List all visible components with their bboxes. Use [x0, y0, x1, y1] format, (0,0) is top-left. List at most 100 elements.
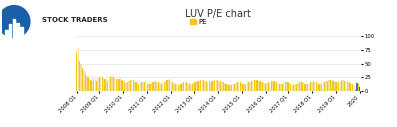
Bar — [13, 19, 15, 38]
Bar — [159, 83, 160, 91]
Bar — [304, 84, 306, 91]
Bar — [20, 27, 23, 38]
Bar — [130, 80, 131, 91]
Bar — [316, 83, 317, 91]
Bar — [328, 80, 330, 91]
Bar — [117, 80, 118, 91]
Bar — [114, 78, 116, 91]
Bar — [93, 79, 94, 91]
Bar — [265, 84, 266, 91]
Bar — [290, 84, 291, 91]
Bar — [234, 84, 235, 91]
Bar — [103, 78, 104, 91]
Bar — [190, 84, 191, 91]
Bar — [314, 82, 316, 91]
Bar — [143, 82, 144, 91]
Bar — [200, 80, 201, 91]
Bar — [133, 80, 134, 91]
Bar — [173, 83, 175, 91]
Bar — [125, 83, 127, 91]
Bar — [102, 77, 103, 91]
Bar — [97, 79, 98, 91]
Bar — [128, 81, 129, 91]
Bar — [90, 80, 92, 91]
Bar — [161, 84, 162, 91]
Bar — [258, 81, 259, 91]
Bar — [272, 81, 273, 91]
Bar — [254, 80, 255, 91]
Bar — [345, 81, 347, 91]
Bar — [230, 85, 231, 91]
Bar — [231, 85, 232, 91]
Bar — [287, 83, 289, 91]
Bar — [351, 84, 352, 91]
Circle shape — [0, 6, 30, 38]
Bar — [261, 82, 262, 91]
Bar — [324, 83, 325, 91]
Bar — [208, 83, 210, 91]
Bar — [151, 83, 152, 91]
Bar — [338, 82, 339, 91]
Bar — [269, 82, 270, 91]
Bar — [259, 81, 260, 91]
Bar — [245, 84, 247, 91]
Bar — [299, 83, 300, 91]
Bar — [182, 83, 183, 91]
Bar — [100, 76, 101, 91]
Bar — [171, 81, 172, 91]
Bar — [9, 24, 12, 38]
Bar — [193, 83, 195, 91]
Bar — [156, 82, 158, 91]
Bar — [145, 83, 146, 91]
Bar — [307, 84, 308, 91]
Bar — [359, 87, 360, 91]
Bar — [266, 83, 268, 91]
Bar — [323, 83, 324, 91]
Bar — [332, 81, 334, 91]
Bar — [237, 83, 238, 91]
Bar — [228, 85, 229, 91]
Bar — [214, 80, 216, 91]
Bar — [249, 82, 251, 91]
Bar — [213, 81, 214, 91]
Bar — [135, 83, 137, 91]
Bar — [206, 81, 207, 91]
Bar — [199, 81, 200, 91]
Bar — [334, 81, 335, 91]
Bar — [204, 81, 206, 91]
Bar — [317, 83, 318, 91]
Bar — [87, 77, 89, 91]
Bar — [238, 82, 239, 91]
Bar — [251, 81, 252, 91]
Bar — [172, 83, 173, 91]
Bar — [296, 84, 297, 91]
Bar — [83, 70, 85, 91]
Bar — [148, 84, 149, 91]
Bar — [92, 81, 93, 91]
Bar — [120, 78, 121, 91]
Bar — [183, 83, 185, 91]
Bar — [196, 82, 197, 91]
Bar — [166, 80, 168, 91]
Bar — [313, 81, 314, 91]
Bar — [123, 81, 124, 91]
Bar — [94, 80, 96, 91]
Bar — [256, 80, 258, 91]
Bar — [286, 82, 287, 91]
Bar — [225, 84, 227, 91]
Bar — [327, 81, 328, 91]
Bar — [227, 84, 228, 91]
Bar — [330, 80, 331, 91]
Bar — [252, 81, 253, 91]
Bar — [144, 83, 145, 91]
Bar — [255, 80, 256, 91]
Bar — [109, 79, 110, 91]
Bar — [335, 82, 337, 91]
Bar — [244, 84, 245, 91]
Bar — [218, 81, 220, 91]
Bar — [308, 83, 310, 91]
Bar — [137, 83, 138, 91]
Bar — [99, 77, 100, 91]
Bar — [285, 83, 286, 91]
Bar — [348, 83, 349, 91]
